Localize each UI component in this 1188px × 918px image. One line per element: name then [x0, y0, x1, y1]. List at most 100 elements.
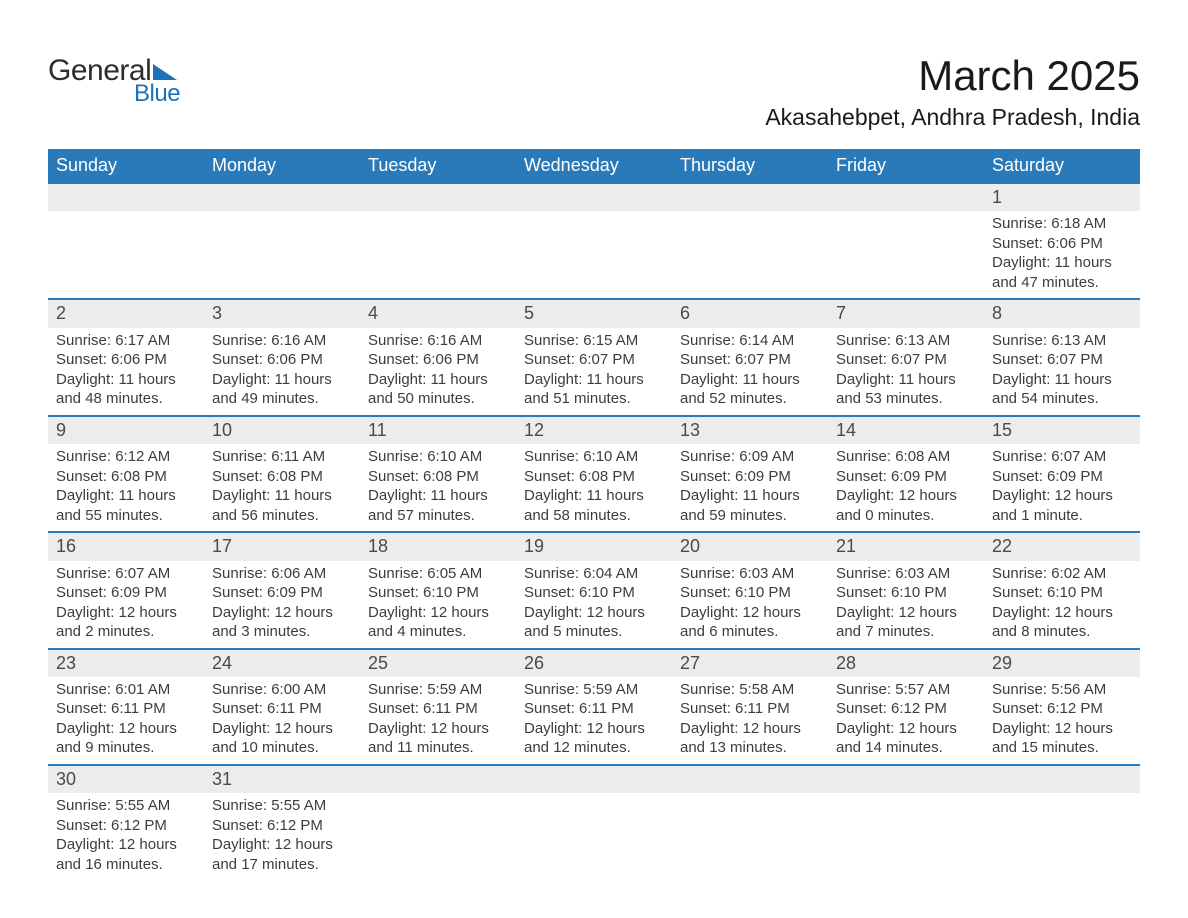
- day-number: 4: [368, 303, 378, 323]
- sunset-text: Sunset: 6:12 PM: [212, 816, 352, 836]
- sunrise-text: Sunrise: 5:59 AM: [524, 680, 664, 700]
- sunset-text: Sunset: 6:11 PM: [212, 699, 352, 719]
- sunrise-text: Sunrise: 6:04 AM: [524, 564, 664, 584]
- day-data-cell: [360, 793, 516, 880]
- col-monday: Monday: [204, 149, 360, 183]
- sunset-text: Sunset: 6:07 PM: [524, 350, 664, 370]
- day-data-cell: Sunrise: 6:01 AMSunset: 6:11 PMDaylight:…: [48, 677, 204, 765]
- sunrise-text: Sunrise: 6:13 AM: [836, 331, 976, 351]
- day-data-cell: Sunrise: 6:04 AMSunset: 6:10 PMDaylight:…: [516, 561, 672, 649]
- day-number-cell: 19: [516, 532, 672, 560]
- day-data-cell: Sunrise: 6:02 AMSunset: 6:10 PMDaylight:…: [984, 561, 1140, 649]
- calendar-body: 1 Sunrise: 6:18 AMSunset: 6:06 PMDayligh…: [48, 183, 1140, 880]
- daylight-text: Daylight: 12 hours and 3 minutes.: [212, 603, 352, 642]
- day-data-cell: Sunrise: 6:07 AMSunset: 6:09 PMDaylight:…: [984, 444, 1140, 532]
- sunset-text: Sunset: 6:10 PM: [836, 583, 976, 603]
- daylight-text: Daylight: 12 hours and 5 minutes.: [524, 603, 664, 642]
- day-data-cell: Sunrise: 6:03 AMSunset: 6:10 PMDaylight:…: [828, 561, 984, 649]
- sunset-text: Sunset: 6:10 PM: [680, 583, 820, 603]
- daylight-text: Daylight: 11 hours and 49 minutes.: [212, 370, 352, 409]
- sunrise-text: Sunrise: 6:16 AM: [212, 331, 352, 351]
- daylight-text: Daylight: 12 hours and 2 minutes.: [56, 603, 196, 642]
- day-data-cell: [672, 211, 828, 299]
- calendar-table: Sunday Monday Tuesday Wednesday Thursday…: [48, 149, 1140, 880]
- sunset-text: Sunset: 6:07 PM: [680, 350, 820, 370]
- sunrise-text: Sunrise: 6:18 AM: [992, 214, 1132, 234]
- sunset-text: Sunset: 6:06 PM: [992, 234, 1132, 254]
- day-number-cell: [204, 183, 360, 211]
- calendar-daydata-row: Sunrise: 6:01 AMSunset: 6:11 PMDaylight:…: [48, 677, 1140, 765]
- day-data-cell: Sunrise: 6:09 AMSunset: 6:09 PMDaylight:…: [672, 444, 828, 532]
- day-number: 18: [368, 536, 388, 556]
- daylight-text: Daylight: 12 hours and 1 minute.: [992, 486, 1132, 525]
- sunrise-text: Sunrise: 5:58 AM: [680, 680, 820, 700]
- day-number-cell: 26: [516, 649, 672, 677]
- day-number-cell: [828, 765, 984, 793]
- day-data-cell: Sunrise: 6:18 AMSunset: 6:06 PMDaylight:…: [984, 211, 1140, 299]
- daylight-text: Daylight: 12 hours and 8 minutes.: [992, 603, 1132, 642]
- day-number-cell: 5: [516, 299, 672, 327]
- day-data-cell: Sunrise: 5:56 AMSunset: 6:12 PMDaylight:…: [984, 677, 1140, 765]
- day-number-cell: 24: [204, 649, 360, 677]
- day-number: 8: [992, 303, 1002, 323]
- sunset-text: Sunset: 6:07 PM: [992, 350, 1132, 370]
- sunrise-text: Sunrise: 6:16 AM: [368, 331, 508, 351]
- col-sunday: Sunday: [48, 149, 204, 183]
- sunrise-text: Sunrise: 6:01 AM: [56, 680, 196, 700]
- day-data-cell: Sunrise: 6:05 AMSunset: 6:10 PMDaylight:…: [360, 561, 516, 649]
- daylight-text: Daylight: 12 hours and 10 minutes.: [212, 719, 352, 758]
- header: General Blue March 2025 Akasahebpet, And…: [48, 30, 1140, 139]
- daylight-text: Daylight: 11 hours and 47 minutes.: [992, 253, 1132, 292]
- sunrise-text: Sunrise: 6:13 AM: [992, 331, 1132, 351]
- day-number-cell: 6: [672, 299, 828, 327]
- day-number: 19: [524, 536, 544, 556]
- sunset-text: Sunset: 6:08 PM: [368, 467, 508, 487]
- day-number: 5: [524, 303, 534, 323]
- day-data-cell: [828, 793, 984, 880]
- sunset-text: Sunset: 6:12 PM: [992, 699, 1132, 719]
- daylight-text: Daylight: 12 hours and 16 minutes.: [56, 835, 196, 874]
- day-number-cell: [48, 183, 204, 211]
- sunset-text: Sunset: 6:09 PM: [836, 467, 976, 487]
- sunrise-text: Sunrise: 6:07 AM: [992, 447, 1132, 467]
- sunset-text: Sunset: 6:10 PM: [992, 583, 1132, 603]
- daylight-text: Daylight: 11 hours and 58 minutes.: [524, 486, 664, 525]
- calendar-header-row: Sunday Monday Tuesday Wednesday Thursday…: [48, 149, 1140, 183]
- day-number-cell: 29: [984, 649, 1140, 677]
- sunrise-text: Sunrise: 6:07 AM: [56, 564, 196, 584]
- day-data-cell: Sunrise: 6:13 AMSunset: 6:07 PMDaylight:…: [828, 328, 984, 416]
- daylight-text: Daylight: 12 hours and 13 minutes.: [680, 719, 820, 758]
- day-number: 28: [836, 653, 856, 673]
- day-number: 27: [680, 653, 700, 673]
- day-number: 21: [836, 536, 856, 556]
- day-number: 15: [992, 420, 1012, 440]
- day-data-cell: Sunrise: 5:55 AMSunset: 6:12 PMDaylight:…: [204, 793, 360, 880]
- sunrise-text: Sunrise: 6:02 AM: [992, 564, 1132, 584]
- day-data-cell: [984, 793, 1140, 880]
- day-number-cell: 2: [48, 299, 204, 327]
- sunset-text: Sunset: 6:06 PM: [212, 350, 352, 370]
- day-number-cell: 8: [984, 299, 1140, 327]
- day-data-cell: Sunrise: 5:59 AMSunset: 6:11 PMDaylight:…: [360, 677, 516, 765]
- sunset-text: Sunset: 6:06 PM: [368, 350, 508, 370]
- calendar-daynum-row: 16171819202122: [48, 532, 1140, 560]
- day-data-cell: Sunrise: 6:11 AMSunset: 6:08 PMDaylight:…: [204, 444, 360, 532]
- day-number-cell: 4: [360, 299, 516, 327]
- daylight-text: Daylight: 12 hours and 4 minutes.: [368, 603, 508, 642]
- day-number-cell: [516, 765, 672, 793]
- day-number-cell: 15: [984, 416, 1140, 444]
- logo-arrow-icon: [153, 64, 177, 80]
- sunset-text: Sunset: 6:11 PM: [680, 699, 820, 719]
- day-number-cell: 21: [828, 532, 984, 560]
- sunrise-text: Sunrise: 6:12 AM: [56, 447, 196, 467]
- day-number-cell: 10: [204, 416, 360, 444]
- sunrise-text: Sunrise: 6:17 AM: [56, 331, 196, 351]
- day-number-cell: 25: [360, 649, 516, 677]
- day-number: 30: [56, 769, 76, 789]
- day-data-cell: Sunrise: 6:16 AMSunset: 6:06 PMDaylight:…: [360, 328, 516, 416]
- day-number: 22: [992, 536, 1012, 556]
- day-number: 6: [680, 303, 690, 323]
- day-data-cell: Sunrise: 6:14 AMSunset: 6:07 PMDaylight:…: [672, 328, 828, 416]
- daylight-text: Daylight: 12 hours and 7 minutes.: [836, 603, 976, 642]
- day-number-cell: [516, 183, 672, 211]
